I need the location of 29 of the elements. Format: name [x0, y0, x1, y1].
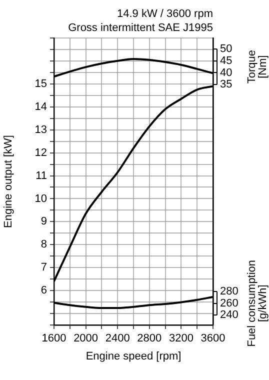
y-tick-label: 7 [40, 262, 47, 274]
y2-tick-label: 35 [220, 78, 232, 91]
y-tick-label: 15 [34, 78, 47, 90]
y3-tick-label: 280 [220, 286, 238, 298]
x-tick-label: 3600 [200, 332, 226, 345]
x-axis-title: Engine speed [rpm] [86, 350, 182, 362]
chart-subtitle: Gross intermittent SAE J1995 [68, 22, 213, 34]
y-tick-label: 13 [34, 124, 47, 136]
chart-title: 14.9 kW / 3600 rpm [117, 8, 213, 20]
y-axis-title: Engine output [kW] [2, 135, 15, 228]
x-tick-label: 1600 [42, 332, 66, 345]
y-tick-label: 12 [34, 146, 47, 159]
y-tick-label: 6 [40, 284, 47, 297]
y-tick-label: 14 [34, 100, 47, 113]
y2-tick-label: 50 [220, 42, 232, 55]
y2-tick-label: 45 [220, 54, 232, 67]
y2-axis-title: Torque [Nm] [246, 50, 269, 84]
x-tick-label: 2400 [105, 332, 130, 345]
y-tick-label: 10 [34, 192, 47, 205]
y2-tick-label: 40 [220, 66, 232, 79]
x-tick-label: 2800 [137, 332, 162, 345]
y-tick-label: 9 [40, 216, 47, 228]
y3-axis-title: Fuel consumption [g/kWh] [246, 260, 269, 347]
x-tick-label: 2000 [74, 332, 98, 345]
y-tick-label: 11 [36, 170, 47, 182]
y3-tick-label: 240 [220, 309, 238, 322]
y-tick-label: 8 [40, 238, 47, 251]
y3-tick-label: 260 [220, 297, 238, 310]
x-tick-label: 3200 [168, 332, 194, 345]
